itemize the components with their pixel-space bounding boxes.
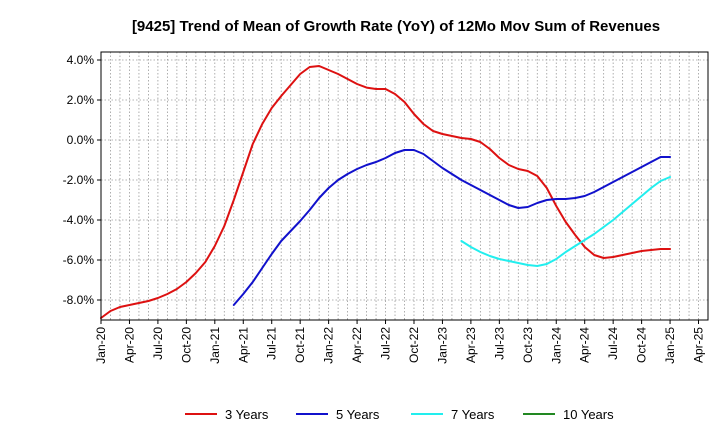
- grid: [101, 52, 708, 320]
- y-tick-label: 4.0%: [67, 53, 95, 67]
- x-tick-label: Jul-24: [606, 327, 620, 360]
- x-tick-label: Jul-22: [379, 327, 393, 360]
- plot-area: [100, 51, 709, 321]
- series-layer: [100, 65, 672, 319]
- x-axis: Jan-20 Apr-20 Jul-20 Oct-20 Jan-21 Apr-21 Jul-…: [94, 320, 706, 364]
- x-tick-label: Oct-21: [293, 327, 307, 363]
- x-tick-label: Apr-20: [122, 327, 136, 363]
- chart-title: [9425] Trend of Mean of Growth Rate (YoY…: [132, 18, 660, 35]
- legend-label-3-years: 3 Years: [225, 407, 269, 422]
- legend-label-5-years: 5 Years: [336, 407, 380, 422]
- x-tick-label: Jan-24: [549, 327, 563, 364]
- y-tick-label: -6.0%: [63, 253, 95, 267]
- legend: 3 Years 5 Years 7 Years 10 Years: [185, 407, 614, 422]
- x-tick-label: Jan-20: [94, 327, 108, 364]
- series-line-5-years: [232, 149, 672, 306]
- y-tick-label: -4.0%: [63, 213, 95, 227]
- x-tick-label: Oct-22: [407, 327, 421, 363]
- y-tick-label: 2.0%: [67, 93, 95, 107]
- x-tick-label: Oct-24: [635, 327, 649, 363]
- legend-label-10-years: 10 Years: [563, 407, 614, 422]
- y-tick-label: 0.0%: [67, 133, 95, 147]
- y-axis: 4.0% 2.0% 0.0% -2.0% -4.0% -6.0% -8.0%: [63, 53, 101, 307]
- x-tick-label: Jan-21: [208, 327, 222, 364]
- x-tick-label: Jan-22: [322, 327, 336, 364]
- x-tick-label: Oct-20: [179, 327, 193, 363]
- legend-label-7-years: 7 Years: [451, 407, 495, 422]
- x-tick-label: Jan-23: [435, 327, 449, 364]
- x-tick-label: Apr-22: [350, 327, 364, 363]
- y-tick-label: -8.0%: [63, 293, 95, 307]
- x-tick-label: Apr-21: [236, 327, 250, 363]
- x-tick-label: Apr-24: [578, 327, 592, 363]
- x-tick-label: Jul-21: [265, 327, 279, 360]
- x-tick-label: Jul-20: [151, 327, 165, 360]
- series-line-7-years: [460, 176, 672, 267]
- x-tick-label: Jul-23: [492, 327, 506, 360]
- y-tick-label: -2.0%: [63, 173, 95, 187]
- x-tick-label: Apr-23: [464, 327, 478, 363]
- x-tick-label: Oct-23: [521, 327, 535, 363]
- plot-frame: [100, 51, 709, 321]
- series-line-3-years: [100, 65, 672, 319]
- x-tick-label: Apr-25: [692, 327, 706, 363]
- x-tick-label: Jan-25: [663, 327, 677, 364]
